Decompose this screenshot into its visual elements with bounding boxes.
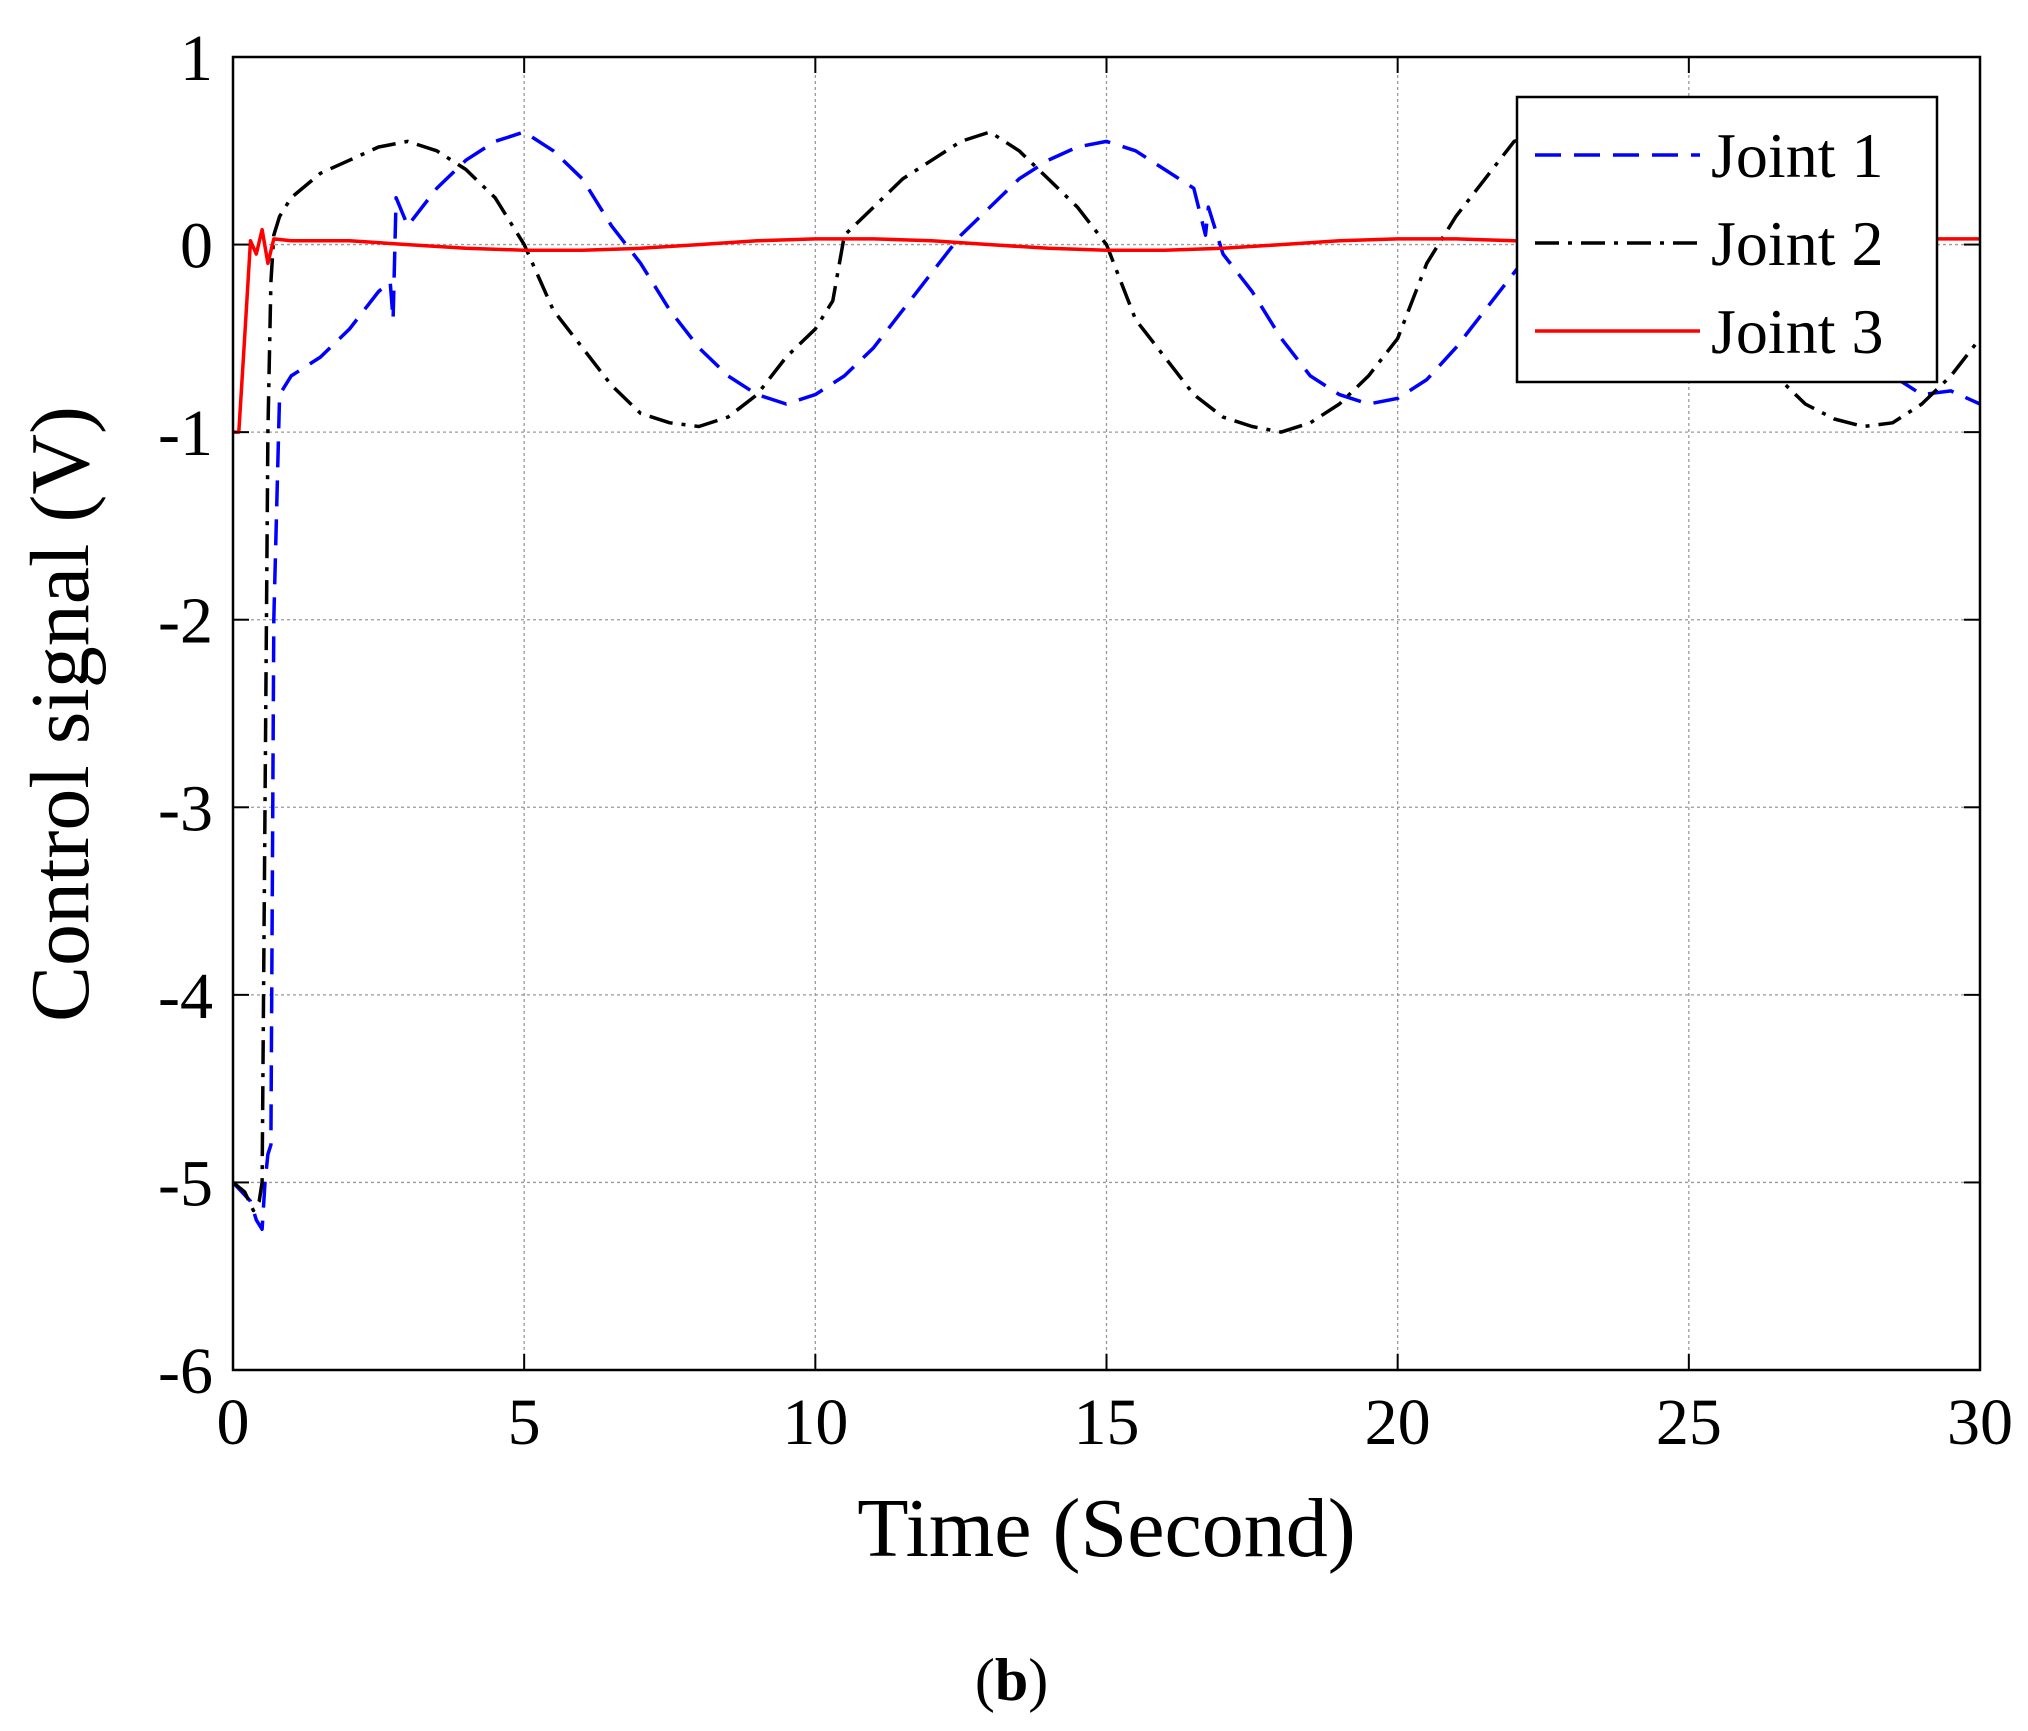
- x-tick-label: 0: [217, 1386, 250, 1459]
- x-tick-label: 5: [508, 1386, 541, 1459]
- y-tick-label: 0: [180, 210, 213, 283]
- panel-label-close: ): [1028, 1647, 1048, 1713]
- y-tick-label: -2: [158, 585, 213, 658]
- panel-label-open: (: [975, 1647, 995, 1713]
- x-tick-label: 20: [1365, 1386, 1431, 1459]
- x-tick-label: 25: [1656, 1386, 1722, 1459]
- y-tick-label: -4: [158, 960, 213, 1033]
- legend-box: [1515, 95, 1939, 384]
- x-tick-label: 30: [1947, 1386, 2013, 1459]
- x-tick-label: 10: [782, 1386, 848, 1459]
- legend-label-joint-3: Joint 3: [1711, 296, 1883, 367]
- y-axis-label: Control signal (V): [14, 406, 107, 1022]
- panel-label: (b): [975, 1647, 1048, 1713]
- y-tick-label: -1: [158, 397, 213, 470]
- legend-label-joint-1: Joint 1: [1711, 120, 1883, 191]
- x-axis-label: Time (Second): [857, 1482, 1356, 1575]
- y-tick-label: -6: [158, 1335, 213, 1408]
- y-tick-label: -5: [158, 1147, 213, 1220]
- grid-lines: [233, 57, 1980, 1370]
- legend: Joint 1 Joint 2 Joint 3: [1515, 95, 1939, 384]
- panel-label-letter: b: [995, 1647, 1028, 1713]
- legend-label-joint-2: Joint 2: [1711, 208, 1883, 279]
- x-tick-label: 15: [1074, 1386, 1140, 1459]
- y-tick-label: 1: [180, 22, 213, 95]
- y-tick-label: -3: [158, 772, 213, 845]
- axis-ticks: [232, 56, 1981, 1371]
